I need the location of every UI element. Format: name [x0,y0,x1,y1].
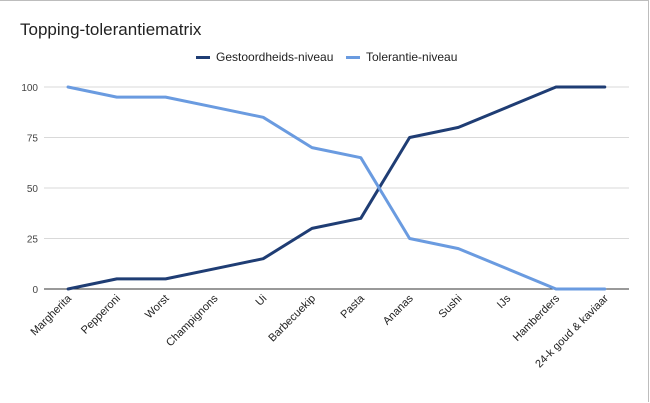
legend-label-series-2: Tolerantie-niveau [366,50,458,64]
x-tick-label: Ananas [381,292,416,327]
x-tick-label: Sushi [437,293,465,321]
legend-item-series-1: Gestoordheids-niveau [196,50,333,64]
series-line-2 [66,85,607,291]
y-tick-label: 50 [27,184,39,195]
x-tick-label: Worst [143,293,172,322]
x-tick-label: Pasta [339,292,368,321]
chart-legend: Gestoordheids-niveau Tolerantie-niveau [0,50,648,68]
x-tick-label: Champignons [164,292,221,349]
x-tick-label: Ui [253,293,269,309]
legend-swatch-series-2 [346,55,360,59]
y-tick-label: 75 [27,134,39,145]
y-tick-label: 0 [32,285,38,296]
legend-item-series-2: Tolerantie-niveau [346,50,457,64]
legend-swatch-series-1 [196,55,210,59]
x-tick-label: Barbecuekip [266,293,318,345]
legend-label-series-1: Gestoordheids-niveau [216,50,334,64]
x-tick-label: Pepperoni [79,293,123,337]
y-tick-label: 25 [27,235,39,246]
x-tick-label: IJs [495,292,514,311]
x-tick-label: Hamberders [511,292,563,344]
y-tick-label: 100 [21,83,38,94]
chart-title: Topping-tolerantiematrix [20,20,202,39]
x-tick-label: Margherita [28,292,74,338]
series-line-1 [66,85,607,291]
